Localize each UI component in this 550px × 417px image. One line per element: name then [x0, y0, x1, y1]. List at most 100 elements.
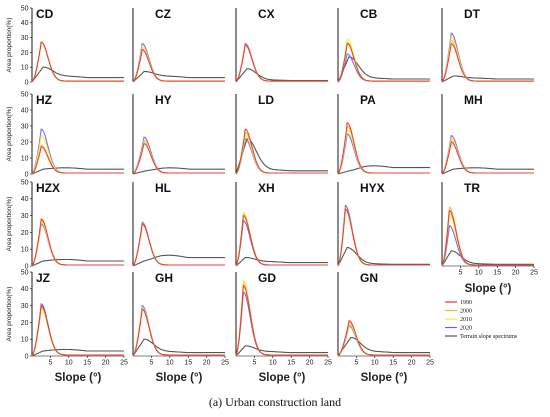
- series-terrain: [31, 167, 124, 175]
- y-tick-label: 40: [21, 196, 29, 203]
- x-tick-label: 5: [354, 360, 358, 367]
- x-tick-label: 20: [408, 360, 416, 367]
- series-1990: [337, 319, 430, 357]
- panel-title: LD: [258, 93, 274, 107]
- panel-hl: HL: [132, 181, 225, 267]
- panel-tr: 5 10 15 20 25 TR: [441, 181, 538, 277]
- panel-title: HZX: [36, 181, 60, 195]
- panel-title: CX: [258, 7, 275, 21]
- x-tick-label: 10: [371, 360, 379, 367]
- y-axis-label: Area proportion(%): [6, 287, 13, 342]
- series-2020: [235, 219, 328, 267]
- x-tick-label: 25: [426, 360, 434, 367]
- y-tick-label: 0: [25, 171, 29, 178]
- series-2000: [337, 208, 430, 267]
- series-2010: [337, 208, 430, 267]
- series-terrain: [132, 71, 225, 83]
- panel-title: HL: [155, 181, 171, 195]
- y-tick-label: 30: [21, 35, 29, 42]
- series-terrain: [31, 66, 124, 83]
- series-2020: [31, 303, 124, 357]
- panel-title: GD: [258, 271, 276, 285]
- y-tick-label: 30: [21, 123, 29, 130]
- x-tick-label: 20: [306, 360, 314, 367]
- series-1990: [132, 223, 225, 267]
- panel-hzx: 0 10 20 30 40 50 Area proportion(%) HZX: [6, 179, 124, 270]
- panel-xh: XH: [235, 181, 328, 267]
- legend-entry: 2020: [460, 326, 472, 332]
- y-tick-label: 0: [25, 353, 29, 360]
- series-1990: [441, 209, 534, 267]
- panel-cx: CX: [235, 7, 328, 83]
- x-tick-label: 20: [203, 360, 211, 367]
- y-tick-label: 0: [25, 263, 29, 270]
- series-1990: [235, 44, 328, 83]
- series-1990: [235, 128, 328, 175]
- series-terrain: [132, 167, 225, 175]
- series-2020: [132, 304, 225, 357]
- series-terrain: [441, 250, 534, 267]
- y-axis-label: Area proportion(%): [6, 18, 13, 73]
- x-tick-label: 25: [324, 360, 332, 367]
- series-1990: [132, 48, 225, 83]
- series-2020: [337, 204, 430, 267]
- legend-entry: Terrain slope spectrums: [460, 334, 518, 340]
- series-1990: [235, 284, 328, 356]
- series-1990: [31, 146, 124, 175]
- y-tick-label: 10: [21, 155, 29, 162]
- x-tick-label: 10: [269, 360, 277, 367]
- panel-title: HZ: [36, 93, 52, 107]
- series-terrain: [441, 167, 534, 175]
- panel-title: CD: [36, 7, 54, 21]
- series-terrain: [132, 338, 225, 357]
- legend: 1990 2000 2010 2020 Terrain slope spectrums: [445, 300, 518, 340]
- x-axis-label: Slope (°): [465, 283, 512, 295]
- series-1990: [132, 308, 225, 357]
- panel-hy: HY: [132, 93, 225, 175]
- panel-mh: MH: [441, 93, 534, 175]
- y-tick-label: 50: [21, 5, 29, 12]
- x-tick-label: 5: [48, 360, 52, 367]
- series-1990: [31, 218, 124, 267]
- series-1990: [31, 41, 124, 83]
- series-terrain: [132, 254, 225, 267]
- panel-cb: CB: [337, 7, 430, 83]
- panel-title: PA: [360, 93, 376, 107]
- x-tick-label: 25: [120, 360, 128, 367]
- series-2020: [441, 32, 534, 83]
- y-tick-label: 0: [25, 79, 29, 86]
- y-tick-label: 10: [21, 247, 29, 254]
- y-tick-label: 40: [21, 20, 29, 27]
- y-tick-label: 30: [21, 303, 29, 310]
- panel-title: JZ: [36, 271, 50, 285]
- x-tick-label: 10: [475, 270, 483, 277]
- panel-hz: 0 10 20 30 40 50 Area proportion(%) HZ: [6, 91, 124, 178]
- series-terrain: [235, 257, 328, 267]
- series-1990: [235, 214, 328, 267]
- y-tick-label: 20: [21, 139, 29, 146]
- series-2020: [132, 42, 225, 83]
- panel-title: TR: [464, 181, 480, 195]
- series-1990: [337, 121, 430, 175]
- y-tick-label: 20: [21, 50, 29, 57]
- x-tick-label: 5: [149, 360, 153, 367]
- series-2000: [31, 41, 124, 83]
- x-axis-label: Slope (°): [55, 372, 102, 384]
- y-tick-label: 20: [21, 230, 29, 237]
- y-tick-label: 20: [21, 320, 29, 327]
- panel-gh: 5 10 15 20 25 GH: [132, 271, 229, 367]
- x-tick-label: 5: [252, 360, 256, 367]
- series-terrain: [337, 165, 430, 175]
- y-tick-label: 30: [21, 213, 29, 220]
- series-1990: [337, 208, 430, 267]
- series-terrain: [235, 68, 328, 83]
- series-1990: [31, 304, 124, 357]
- series-terrain: [337, 246, 430, 267]
- figure-caption: (a) Urban construction land: [209, 395, 341, 409]
- y-tick-label: 50: [21, 269, 29, 276]
- series-2020: [31, 41, 124, 83]
- y-tick-label: 10: [21, 65, 29, 72]
- x-tick-label: 15: [493, 270, 501, 277]
- y-tick-label: 40: [21, 286, 29, 293]
